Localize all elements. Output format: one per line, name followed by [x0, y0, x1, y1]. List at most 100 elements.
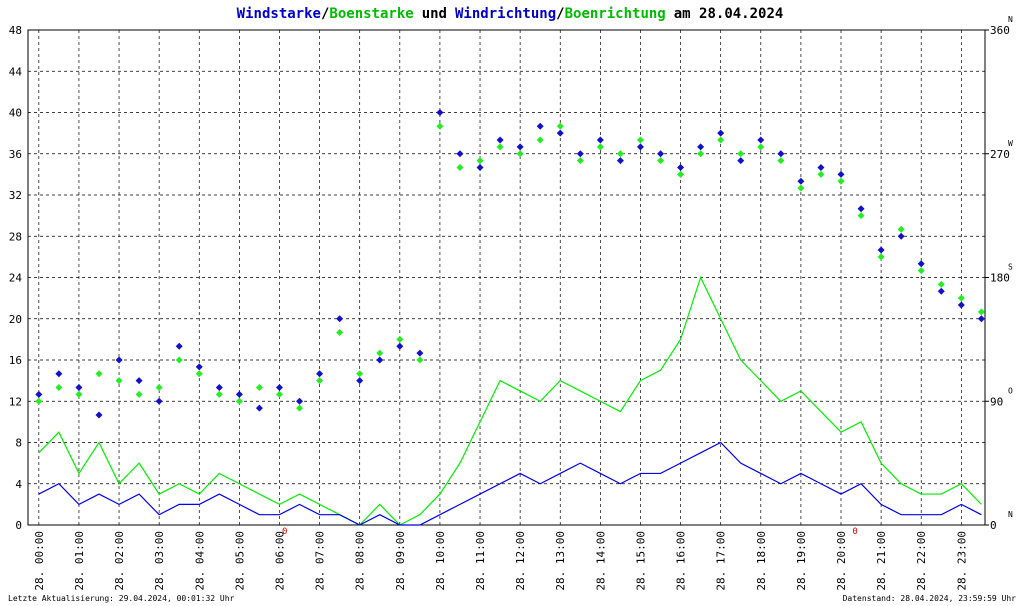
direction-point	[797, 184, 805, 192]
direction-point	[416, 349, 424, 357]
title-part: /	[321, 6, 329, 22]
title-part: Windrichtung	[455, 6, 556, 22]
y-tick-label: 12	[9, 395, 22, 408]
title-part: Windstarke	[237, 6, 321, 22]
direction-point	[937, 280, 945, 288]
y2-tick-label: 270	[990, 148, 1010, 161]
direction-point	[516, 150, 524, 158]
annotation: 0	[852, 527, 857, 537]
direction-point	[296, 397, 304, 405]
direction-point	[55, 370, 63, 378]
direction-point	[957, 294, 965, 302]
direction-point	[275, 390, 283, 398]
direction-point	[75, 384, 83, 391]
x-tick-label: 28. 06:00	[273, 531, 286, 591]
direction-point	[215, 384, 223, 391]
direction-point	[857, 212, 865, 220]
x-tick-label: 28. 08:00	[354, 531, 367, 591]
direction-point	[677, 170, 685, 178]
compass-label: N	[1008, 510, 1013, 519]
y2-tick-label: 0	[990, 519, 997, 532]
direction-point	[737, 150, 745, 158]
x-tick-label: 28. 01:00	[73, 531, 86, 591]
x-tick-label: 28. 22:00	[915, 531, 928, 591]
direction-point	[155, 384, 163, 391]
direction-point	[576, 157, 584, 165]
direction-point	[436, 109, 444, 116]
direction-point	[556, 129, 564, 137]
x-tick-label: 28. 20:00	[835, 531, 848, 591]
title-part: Boenrichtung	[565, 6, 666, 22]
direction-point	[436, 122, 444, 130]
direction-point	[95, 370, 103, 378]
direction-point	[215, 390, 223, 398]
y-tick-label: 20	[9, 313, 22, 326]
direction-point	[677, 164, 685, 171]
direction-point	[275, 384, 283, 391]
direction-point	[877, 253, 885, 261]
y-tick-label: 8	[15, 437, 22, 450]
y-tick-label: 28	[9, 230, 22, 243]
direction-point	[336, 329, 344, 336]
direction-point	[817, 170, 825, 178]
direction-point	[917, 267, 925, 275]
direction-point	[777, 150, 785, 158]
direction-point	[55, 384, 63, 391]
direction-point	[115, 377, 123, 385]
direction-point	[817, 164, 825, 171]
direction-point	[95, 411, 103, 419]
footer-left: Letzte Aktualisierung: 29.04.2024, 00:01…	[8, 594, 235, 603]
direction-point	[235, 390, 243, 398]
direction-point	[356, 377, 364, 385]
compass-label: W	[1008, 139, 1013, 148]
direction-point	[296, 404, 304, 412]
y2-tick-label: 360	[990, 24, 1010, 37]
title-part: /	[556, 6, 564, 22]
direction-point	[636, 136, 644, 144]
direction-point	[636, 143, 644, 151]
x-tick-label: 28. 15:00	[634, 531, 647, 591]
direction-point	[35, 397, 43, 405]
direction-point	[977, 308, 985, 316]
direction-point	[657, 157, 665, 165]
direction-point	[376, 356, 384, 364]
direction-point	[717, 136, 725, 144]
y2-tick-label: 90	[990, 395, 1003, 408]
x-tick-label: 28. 10:00	[434, 531, 447, 591]
direction-point	[757, 143, 765, 151]
direction-point	[516, 143, 524, 151]
x-tick-label: 28. 23:00	[955, 531, 968, 591]
direction-point	[376, 349, 384, 357]
x-tick-label: 28. 21:00	[875, 531, 888, 591]
direction-point	[135, 377, 143, 385]
direction-point	[917, 260, 925, 268]
x-tick-label: 28. 12:00	[514, 531, 527, 591]
direction-point	[837, 170, 845, 178]
y2-tick-label: 180	[990, 272, 1010, 285]
direction-point	[235, 397, 243, 405]
direction-point	[316, 370, 324, 378]
direction-point	[135, 390, 143, 398]
title-part: und	[422, 6, 447, 22]
direction-point	[396, 335, 404, 343]
x-tick-label: 28. 14:00	[594, 531, 607, 591]
direction-point	[496, 143, 504, 151]
direction-point	[396, 342, 404, 350]
y-tick-label: 16	[9, 354, 22, 367]
direction-point	[35, 390, 43, 398]
direction-point	[877, 246, 885, 254]
direction-point	[536, 136, 544, 144]
direction-point	[937, 287, 945, 295]
y-tick-label: 4	[15, 478, 22, 491]
direction-point	[977, 315, 985, 323]
title-part: Boenstarke	[329, 6, 413, 22]
direction-point	[536, 122, 544, 130]
direction-point	[456, 150, 464, 158]
direction-point	[596, 136, 604, 144]
x-tick-label: 28. 02:00	[113, 531, 126, 591]
direction-point	[957, 301, 965, 309]
direction-point	[416, 356, 424, 364]
direction-point	[596, 143, 604, 151]
direction-point	[75, 390, 83, 398]
